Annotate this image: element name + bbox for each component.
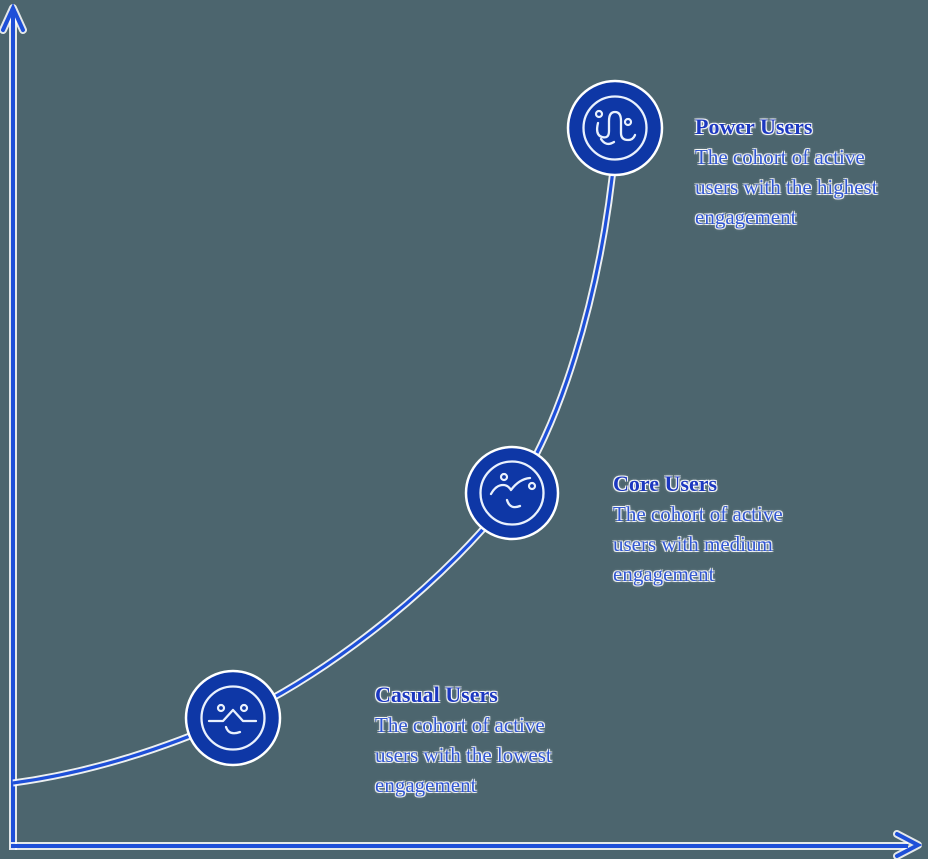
power-users-description-line: The cohort of active xyxy=(695,145,865,169)
core-users-description-line: users with medium xyxy=(613,532,773,556)
casual-users-description-line: users with the lowest xyxy=(375,743,552,767)
core-users-title: Core Users xyxy=(613,471,718,496)
y-axis-arrow-icon xyxy=(1,3,25,32)
y-axis xyxy=(0,3,27,850)
core-users-description-line: The cohort of active xyxy=(613,502,783,526)
casual-user-face-icon xyxy=(200,685,266,751)
power-users-description-line: users with the highest xyxy=(695,175,878,199)
node-core-users xyxy=(464,445,560,541)
power-users-title: Power Users xyxy=(695,114,813,139)
power-users-description-line: engagement xyxy=(695,205,797,229)
node-power-users xyxy=(566,79,664,177)
node-casual-users xyxy=(184,669,282,767)
casual-users-description-line: engagement xyxy=(375,773,477,797)
growth-curve xyxy=(12,149,619,787)
core-user-face-icon xyxy=(479,460,545,526)
core-users-label: Core Users The cohort of active users wi… xyxy=(613,469,853,589)
x-axis-arrow-icon xyxy=(895,832,923,858)
casual-users-label: Casual Users The cohort of active users … xyxy=(375,680,615,800)
power-user-face-icon xyxy=(582,95,648,161)
casual-users-description-line: The cohort of active xyxy=(375,713,545,737)
core-users-description-line: engagement xyxy=(613,562,715,586)
power-users-label: Power Users The cohort of active users w… xyxy=(695,112,928,232)
casual-users-title: Casual Users xyxy=(375,682,498,707)
x-axis xyxy=(11,830,923,859)
